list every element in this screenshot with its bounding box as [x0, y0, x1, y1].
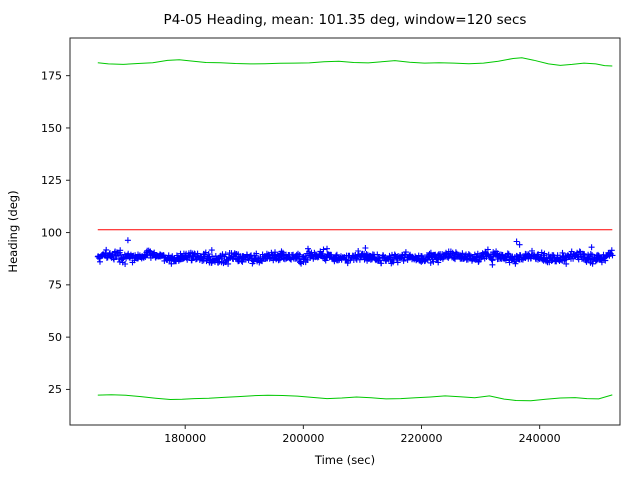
y-tick-label: 100 [41, 226, 62, 239]
chart-title: P4-05 Heading, mean: 101.35 deg, window=… [164, 12, 527, 28]
x-tick-label: 240000 [519, 432, 561, 445]
y-axis-label: Heading (deg) [6, 190, 20, 272]
y-tick-label: 125 [41, 174, 62, 187]
y-tick-label: 75 [48, 279, 62, 292]
plot-frame [69, 37, 621, 426]
y-tick-label: 175 [41, 69, 62, 82]
x-axis-label: Time (sec) [314, 453, 375, 467]
upper-envelope-line [97, 57, 613, 67]
y-tick-label: 50 [48, 331, 62, 344]
x-tick-label: 180000 [164, 432, 206, 445]
y-tick-label: 150 [41, 122, 62, 135]
lower-envelope-line [97, 394, 613, 402]
x-tick-label: 200000 [282, 432, 324, 445]
heading-scatter-markers [94, 237, 616, 268]
y-tick-label: 25 [48, 383, 62, 396]
x-tick-label: 220000 [401, 432, 443, 445]
